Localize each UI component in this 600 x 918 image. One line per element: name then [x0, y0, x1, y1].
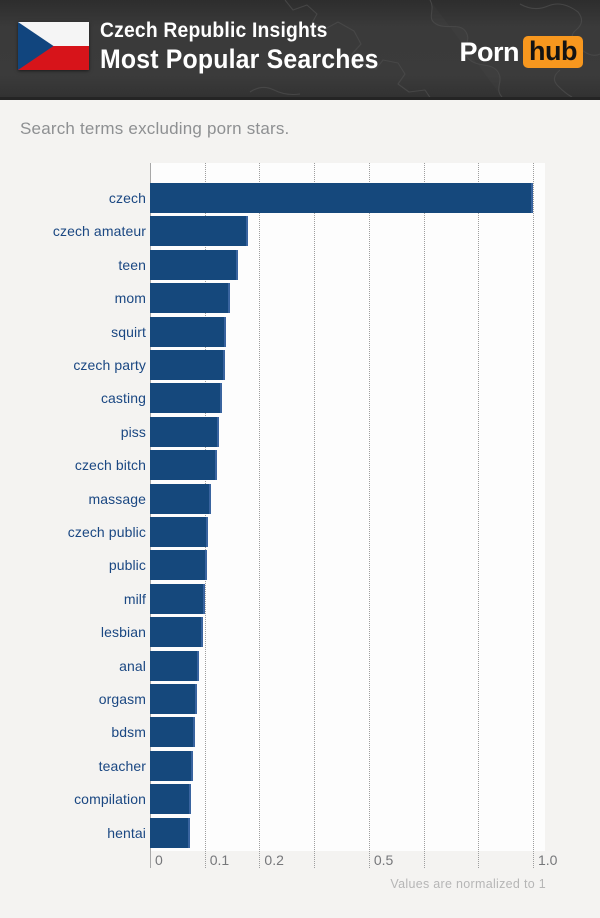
world-map-decoration — [249, 0, 600, 97]
bar — [150, 684, 198, 714]
bar-label: mom — [114, 290, 146, 307]
normalization-footnote: Values are normalized to 1 — [390, 877, 546, 891]
bar — [150, 183, 533, 213]
report-title: Czech Republic Insights — [100, 19, 328, 42]
x-axis-line — [150, 163, 151, 868]
bar — [150, 383, 223, 414]
bar-label: czech bitch — [74, 457, 146, 474]
bar-label: teacher — [98, 757, 146, 774]
bar-label: massage — [88, 490, 146, 507]
bar-label: compilation — [74, 791, 146, 808]
x-tick-label: 0.1 — [209, 852, 230, 868]
bar-label: casting — [100, 390, 146, 407]
bar-label: bdsm — [111, 724, 146, 741]
bar-label: czech public — [67, 524, 146, 540]
bar — [150, 483, 212, 514]
bar — [150, 717, 195, 748]
gridline — [259, 163, 261, 868]
logo-text-porn: Porn — [459, 36, 520, 67]
bar — [150, 350, 225, 380]
gridline — [478, 163, 480, 868]
bar — [150, 249, 238, 280]
x-tick-label: 1.0 — [537, 852, 558, 868]
gridline — [204, 163, 206, 868]
header-titles: Czech Republic Insights Most Popular Sea… — [100, 17, 379, 75]
bar-label: czech — [108, 190, 146, 206]
bar-label: squirt — [111, 323, 146, 340]
x-tick-label: 0.2 — [264, 852, 284, 868]
bar — [150, 817, 190, 848]
bar — [150, 617, 204, 648]
bar — [150, 216, 249, 247]
page-title: Most Popular Searches — [100, 44, 379, 75]
x-tick-label: 0.5 — [373, 852, 394, 868]
czech-flag-icon — [18, 22, 89, 70]
pornhub-logo: Porn hub — [459, 36, 583, 68]
bar — [150, 416, 219, 447]
bar — [150, 283, 230, 314]
logo-text-hub-badge: hub — [523, 36, 583, 68]
bar — [150, 784, 192, 815]
gridline — [423, 163, 425, 868]
bar-label: milf — [123, 590, 146, 607]
bar-label: czech amateur — [52, 223, 146, 240]
bar-label: piss — [120, 423, 146, 440]
bar — [150, 550, 207, 581]
bar-label: teen — [118, 256, 146, 273]
bar — [150, 650, 200, 681]
bar — [150, 750, 194, 781]
bar-label: orgasm — [98, 691, 146, 707]
bar-label: hentai — [107, 824, 146, 841]
gridline — [368, 163, 370, 868]
bar — [150, 583, 206, 614]
bar — [150, 450, 217, 481]
bar — [150, 517, 208, 547]
bar-label: anal — [119, 657, 146, 674]
bar — [150, 316, 227, 347]
bar-label: public — [108, 557, 146, 574]
header: Czech Republic Insights Most Popular Sea… — [0, 0, 600, 100]
gridline — [532, 163, 534, 868]
bar-label: czech party — [73, 357, 146, 373]
x-tick-label: 0 — [155, 852, 163, 868]
bar-label: lesbian — [100, 624, 146, 641]
chart-subtitle: Search terms excluding porn stars. — [20, 119, 290, 138]
gridline — [314, 163, 316, 868]
